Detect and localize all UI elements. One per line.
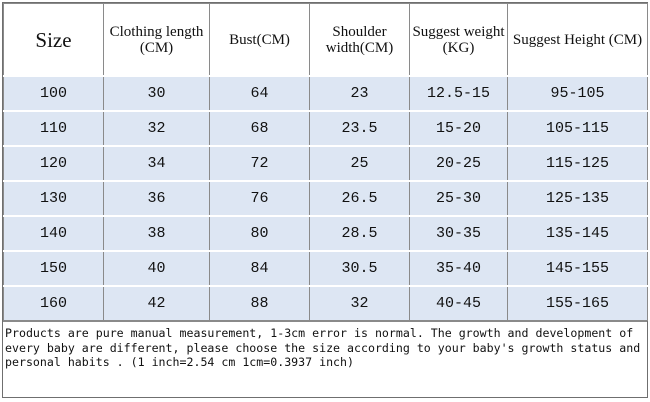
cell-size: 110 [3,110,104,147]
size-chart: Size Clothing length (CM) Bust(CM) Shoul… [2,2,648,398]
cell-suggest-weight: 25-30 [409,180,508,217]
cell-size: 120 [3,145,104,182]
table-row: 160 42 88 32 40-45 155-165 [3,285,648,321]
cell-size: 130 [3,180,104,217]
cell-suggest-weight: 15-20 [409,110,508,147]
size-table: Size Clothing length (CM) Bust(CM) Shoul… [3,3,648,321]
cell-clothing-length: 30 [103,75,210,112]
header-shoulder-width: Shoulder width(CM) [309,3,410,77]
cell-bust: 72 [209,145,310,182]
cell-suggest-height: 135-145 [507,215,648,252]
cell-suggest-height: 145-155 [507,250,648,287]
measurement-note: Products are pure manual measurement, 1-… [3,321,647,392]
cell-bust: 80 [209,215,310,252]
cell-size: 150 [3,250,104,287]
cell-shoulder-width: 23 [309,75,410,112]
cell-clothing-length: 38 [103,215,210,252]
table-row: 120 34 72 25 20-25 115-125 [3,145,648,182]
header-size: Size [3,3,104,77]
cell-shoulder-width: 32 [309,285,410,321]
table-row: 140 38 80 28.5 30-35 135-145 [3,215,648,252]
header-clothing-length: Clothing length (CM) [103,3,210,77]
table-row: 150 40 84 30.5 35-40 145-155 [3,250,648,287]
cell-suggest-height: 105-115 [507,110,648,147]
header-bust: Bust(CM) [209,3,310,77]
cell-clothing-length: 32 [103,110,210,147]
cell-shoulder-width: 30.5 [309,250,410,287]
table-row: 100 30 64 23 12.5-15 95-105 [3,75,648,112]
cell-clothing-length: 40 [103,250,210,287]
cell-bust: 84 [209,250,310,287]
cell-suggest-weight: 30-35 [409,215,508,252]
cell-size: 140 [3,215,104,252]
table-row: 110 32 68 23.5 15-20 105-115 [3,110,648,147]
cell-size: 100 [3,75,104,112]
cell-suggest-weight: 40-45 [409,285,508,321]
header-suggest-weight: Suggest weight (KG) [409,3,508,77]
cell-suggest-weight: 35-40 [409,250,508,287]
cell-bust: 68 [209,110,310,147]
cell-suggest-height: 125-135 [507,180,648,217]
cell-shoulder-width: 25 [309,145,410,182]
cell-shoulder-width: 23.5 [309,110,410,147]
cell-bust: 64 [209,75,310,112]
cell-clothing-length: 34 [103,145,210,182]
cell-clothing-length: 42 [103,285,210,321]
cell-suggest-height: 115-125 [507,145,648,182]
cell-size: 160 [3,285,104,321]
header-suggest-height: Suggest Height (CM) [507,3,648,77]
cell-bust: 76 [209,180,310,217]
table-row: 130 36 76 26.5 25-30 125-135 [3,180,648,217]
header-row: Size Clothing length (CM) Bust(CM) Shoul… [3,3,648,77]
cell-suggest-weight: 20-25 [409,145,508,182]
cell-suggest-height: 155-165 [507,285,648,321]
cell-bust: 88 [209,285,310,321]
cell-shoulder-width: 26.5 [309,180,410,217]
cell-suggest-height: 95-105 [507,75,648,112]
cell-clothing-length: 36 [103,180,210,217]
cell-suggest-weight: 12.5-15 [409,75,508,112]
cell-shoulder-width: 28.5 [309,215,410,252]
